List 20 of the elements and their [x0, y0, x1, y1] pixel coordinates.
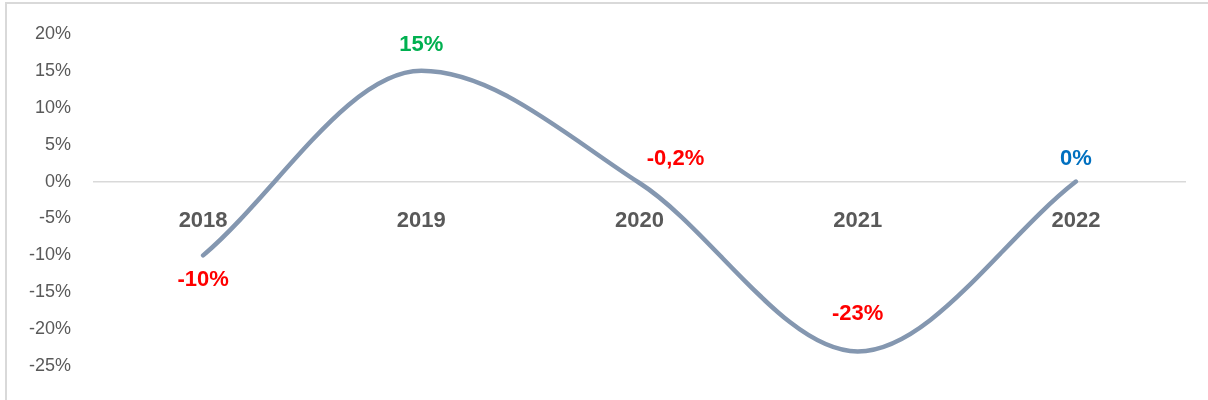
x-tick-label: 2021	[833, 206, 883, 232]
y-tick-label: -15%	[28, 281, 71, 302]
data-label: 0%	[1060, 144, 1092, 170]
y-tick-label: 20%	[34, 22, 71, 43]
y-tick-label: -10%	[28, 244, 71, 265]
x-tick-label: 2018	[178, 206, 228, 232]
x-tick-label: 2020	[615, 206, 664, 232]
data-label: -10%	[177, 266, 229, 292]
y-tick-label: 10%	[34, 96, 71, 117]
y-tick-label: -20%	[28, 318, 71, 339]
y-tick-label: 15%	[34, 59, 71, 80]
y-tick-label: -5%	[38, 207, 71, 228]
x-tick-label: 2022	[1051, 206, 1101, 232]
data-label: 15%	[399, 30, 444, 56]
data-label: -23%	[832, 300, 884, 326]
data-label: -0,2%	[646, 145, 705, 171]
x-tick-label: 2019	[396, 206, 446, 232]
y-tick-label: 0%	[44, 170, 71, 191]
y-tick-label: 5%	[44, 133, 71, 154]
y-tick-label: -25%	[28, 355, 71, 376]
